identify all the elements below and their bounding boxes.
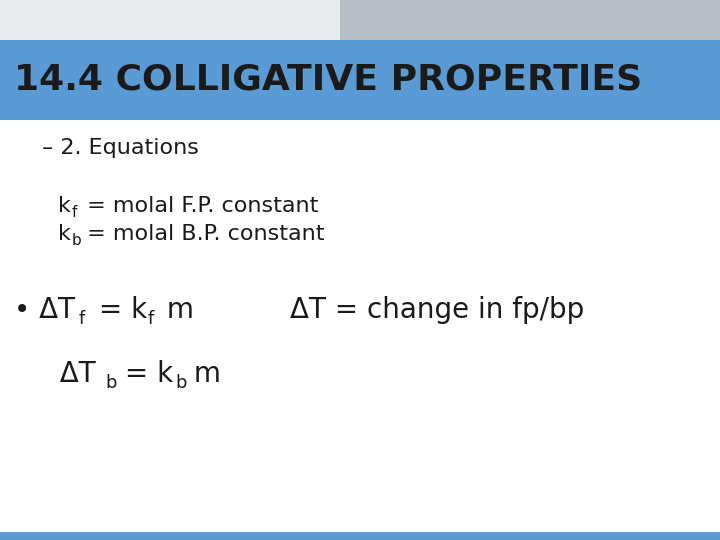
Text: = k: = k — [90, 296, 147, 324]
Bar — [0, 40, 720, 120]
Bar — [0, 75, 720, 540]
Text: ΔT: ΔT — [42, 360, 96, 388]
Bar — [0, 532, 720, 540]
Text: = molal F.P. constant: = molal F.P. constant — [80, 196, 318, 216]
Text: • ΔT: • ΔT — [14, 296, 75, 324]
Text: 14.4 COLLIGATIVE PROPERTIES: 14.4 COLLIGATIVE PROPERTIES — [14, 63, 642, 97]
Text: f: f — [72, 205, 77, 220]
Text: k: k — [58, 196, 71, 216]
Text: = k: = k — [116, 360, 173, 388]
Text: ΔT = change in fp/bp: ΔT = change in fp/bp — [290, 296, 584, 324]
Text: m: m — [185, 360, 221, 388]
Text: b: b — [105, 374, 117, 392]
Text: k: k — [58, 224, 71, 244]
Bar — [0, 0, 340, 75]
Text: b: b — [72, 233, 82, 248]
Text: b: b — [175, 374, 186, 392]
Text: – 2. Equations: – 2. Equations — [42, 138, 199, 158]
Text: f: f — [148, 310, 154, 328]
Text: m: m — [158, 296, 194, 324]
Bar — [340, 0, 720, 75]
Text: f: f — [79, 310, 85, 328]
Text: = molal B.P. constant: = molal B.P. constant — [80, 224, 325, 244]
